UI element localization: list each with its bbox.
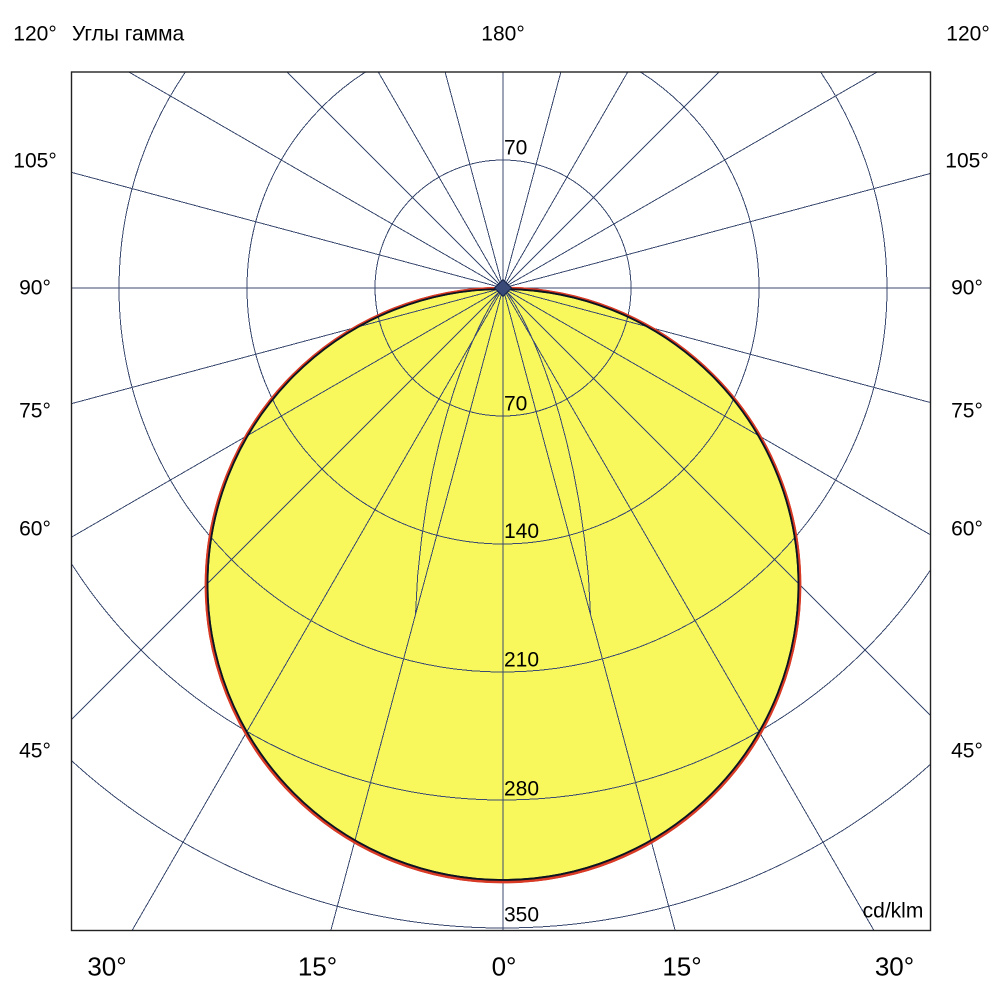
svg-text:105°: 105° [13,150,56,173]
svg-text:90°: 90° [951,277,983,300]
svg-text:75°: 75° [951,400,983,423]
svg-text:15°: 15° [662,952,701,982]
svg-text:60°: 60° [951,518,983,541]
svg-text:120°: 120° [13,23,56,46]
svg-text:350: 350 [504,904,539,927]
svg-text:280: 280 [504,778,539,801]
svg-text:75°: 75° [19,400,51,423]
svg-text:180°: 180° [481,23,524,46]
svg-text:70: 70 [504,137,527,160]
svg-text:45°: 45° [19,740,51,763]
svg-text:Углы гамма: Углы гамма [72,23,185,46]
svg-text:15°: 15° [298,952,337,982]
svg-text:30°: 30° [87,952,126,982]
svg-text:60°: 60° [19,518,51,541]
svg-text:140: 140 [504,520,539,543]
svg-text:105°: 105° [945,150,988,173]
svg-text:210: 210 [504,649,539,672]
svg-text:0°: 0° [492,952,517,982]
svg-text:30°: 30° [875,952,914,982]
svg-text:45°: 45° [951,740,983,763]
svg-text:cd/klm: cd/klm [863,900,924,923]
svg-text:70: 70 [504,393,527,416]
svg-text:90°: 90° [19,277,51,300]
svg-text:120°: 120° [946,23,989,46]
